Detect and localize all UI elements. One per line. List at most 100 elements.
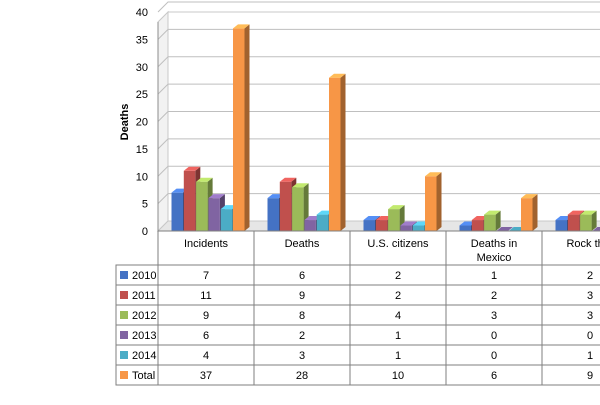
x-tick-label: Rock thro xyxy=(566,238,600,250)
legend-key-total xyxy=(120,371,128,379)
y-tick-label: 25 xyxy=(136,89,148,101)
bar-top xyxy=(292,183,309,188)
x-tick-label: Incidents xyxy=(184,238,229,250)
bar-2013-4 xyxy=(592,227,600,231)
legend-key-2012 xyxy=(120,311,128,319)
gridline xyxy=(157,111,600,122)
bar-total-2 xyxy=(425,176,437,231)
bar-top xyxy=(521,194,538,199)
bar-2010-2 xyxy=(363,220,375,231)
bar-side xyxy=(532,194,538,231)
gridline xyxy=(157,138,600,150)
bar-2012-4 xyxy=(580,214,592,231)
table-cell xyxy=(541,364,600,386)
bar-2012-1 xyxy=(292,187,304,231)
bar-top xyxy=(400,221,417,226)
bar-2011-0 xyxy=(183,170,196,231)
bar-2012-3 xyxy=(484,214,496,231)
legend-label: 2011 xyxy=(132,290,156,302)
x-tick-label: Deaths in xyxy=(471,238,517,250)
data-label: 4 xyxy=(395,310,401,322)
bar-top xyxy=(233,24,250,29)
data-label: 0 xyxy=(491,330,497,342)
data-label: 3 xyxy=(587,310,593,322)
legend-key-2011 xyxy=(120,291,128,299)
legend-label: Total xyxy=(132,370,155,382)
data-label: 1 xyxy=(587,350,593,362)
data-label: 9 xyxy=(587,370,593,382)
bar-top xyxy=(567,210,585,215)
bar-top xyxy=(484,210,501,215)
y-tick-label: 0 xyxy=(142,226,148,238)
table-header-cell xyxy=(157,230,255,266)
data-label: 1 xyxy=(395,350,401,362)
legend-key-2014 xyxy=(120,351,128,359)
bar-2014-0 xyxy=(220,209,233,231)
bar-2011-4 xyxy=(567,214,580,231)
bar-2011-3 xyxy=(471,220,484,231)
y-tick-label: 20 xyxy=(136,117,148,129)
data-label: 3 xyxy=(491,310,497,322)
bar-side xyxy=(436,172,442,231)
bar-top xyxy=(363,216,380,221)
x-tick-label: Deaths xyxy=(285,238,320,250)
bar-top xyxy=(388,205,405,210)
data-label: 6 xyxy=(203,330,209,342)
data-label: 28 xyxy=(296,370,308,382)
bar-side xyxy=(591,210,597,231)
data-label: 9 xyxy=(299,290,305,302)
data-label: 4 xyxy=(203,350,209,362)
x-tick-label: Mexico xyxy=(477,252,512,264)
data-label: 3 xyxy=(299,350,305,362)
bar-2011-2 xyxy=(375,220,388,231)
gridline xyxy=(157,193,600,204)
data-label: 7 xyxy=(203,270,209,282)
data-label: 10 xyxy=(392,370,404,382)
data-label: 2 xyxy=(491,290,497,302)
data-label: 9 xyxy=(203,310,209,322)
legend-label: 2014 xyxy=(132,350,156,362)
gridline xyxy=(157,83,600,95)
bar-2010-4 xyxy=(555,220,567,231)
y-tick-label: 35 xyxy=(136,34,148,46)
bar-2010-0 xyxy=(171,192,183,231)
legend-key-2010 xyxy=(120,271,128,279)
bar-top xyxy=(183,166,201,171)
y-axis-title: Deaths xyxy=(119,104,131,141)
bar-2011-1 xyxy=(279,181,292,231)
data-label: 1 xyxy=(395,330,401,342)
data-label: 2 xyxy=(587,270,593,282)
data-label: 2 xyxy=(395,290,401,302)
data-label: 0 xyxy=(491,350,497,362)
bar-2013-1 xyxy=(304,220,316,231)
bar-total-3 xyxy=(521,198,533,231)
y-tick-label: 15 xyxy=(136,144,148,156)
legend-label: 2012 xyxy=(132,310,156,322)
bar-top xyxy=(208,194,225,199)
bar-total-0 xyxy=(233,28,245,231)
bar-top xyxy=(279,177,297,182)
bar-2014-2 xyxy=(412,225,425,231)
bar-side xyxy=(495,210,501,231)
bar-top xyxy=(580,210,597,215)
data-label: 37 xyxy=(200,370,212,382)
bar-2012-0 xyxy=(196,181,208,231)
legend-label: 2010 xyxy=(132,270,156,282)
gridline xyxy=(157,1,600,13)
bar-2014-1 xyxy=(316,214,329,231)
bar-top xyxy=(196,177,213,182)
data-label: 2 xyxy=(299,330,305,342)
gridline xyxy=(157,165,600,177)
bar-2013-2 xyxy=(400,225,412,231)
bar-side xyxy=(244,24,250,231)
bar-2012-2 xyxy=(388,209,400,231)
bar-2013-0 xyxy=(208,198,220,231)
y-tick-label: 30 xyxy=(136,62,148,74)
data-label: 11 xyxy=(200,290,211,302)
chart-back-wall xyxy=(167,11,600,222)
bar-2010-1 xyxy=(267,198,279,231)
data-label: 6 xyxy=(491,370,497,382)
bar-2010-3 xyxy=(459,225,471,231)
table-header-cell xyxy=(253,230,351,266)
